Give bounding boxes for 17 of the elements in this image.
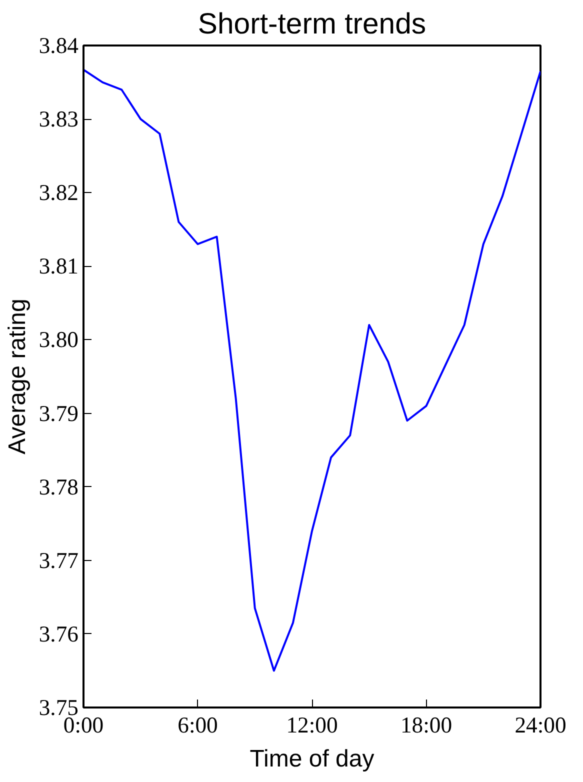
x-tick-label: 24:00 (514, 712, 566, 738)
y-tick-label: 3.79 (38, 400, 79, 426)
y-axis-title: Average rating (4, 298, 31, 454)
y-tick-label: 3.80 (38, 327, 79, 352)
y-tick-label: 3.82 (38, 180, 79, 206)
x-axis-title: Time of day (250, 746, 374, 772)
x-tick-label: 12:00 (286, 712, 338, 738)
line-series (84, 68, 540, 672)
y-tick-label: 3.76 (38, 621, 79, 646)
y-tick-label: 3.78 (38, 474, 79, 500)
y-tick-label: 3.84 (38, 33, 79, 58)
y-tick-label: 3.81 (38, 254, 79, 279)
chart-title: Short-term trends (198, 8, 426, 40)
x-tick-label: 6:00 (178, 712, 218, 738)
y-tick-label: 3.77 (38, 548, 79, 573)
x-tick-label: 18:00 (400, 712, 452, 738)
y-tick-label: 3.83 (38, 106, 79, 132)
